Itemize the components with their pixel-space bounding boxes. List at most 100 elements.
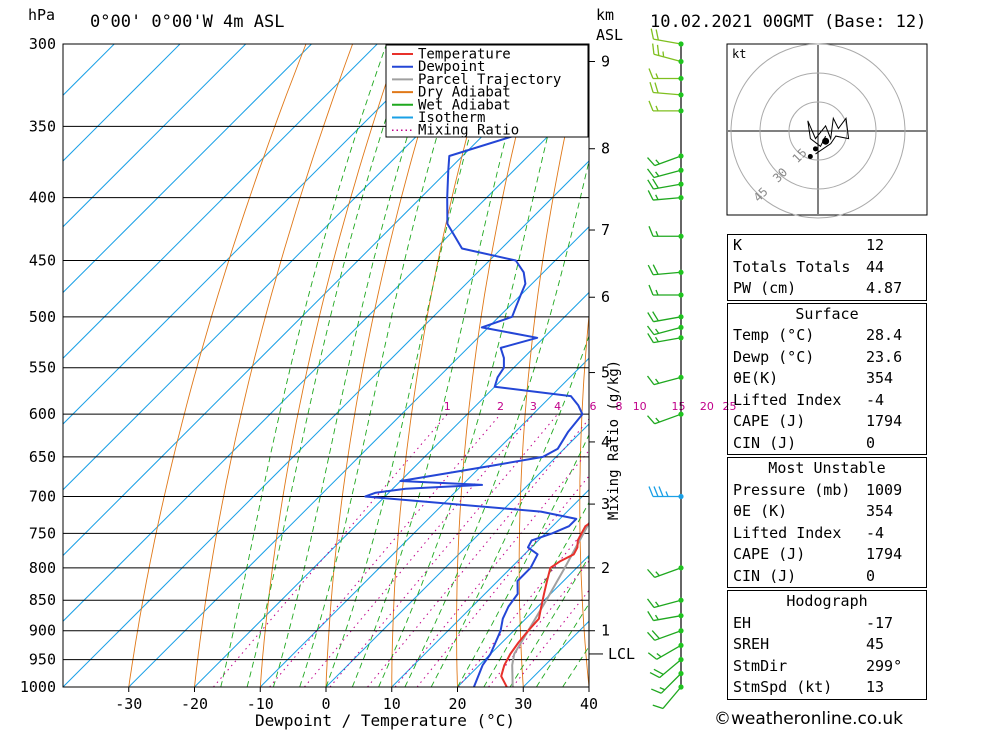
- wind-barbs: [646, 28, 684, 710]
- wind-barb: [646, 167, 684, 179]
- isotherm-line: [63, 44, 444, 425]
- wind-barb-staff: [662, 686, 682, 709]
- wind-level-dot: [678, 374, 684, 380]
- most-unstable-label: θE (K): [733, 502, 788, 520]
- wind-barb-half-feather: [655, 417, 660, 423]
- surface-value: 1794: [866, 412, 903, 430]
- pressure-tick-label: 950: [29, 651, 56, 669]
- hodograph-index-label: EH: [733, 613, 752, 632]
- wind-barb-feather: [651, 688, 662, 694]
- wind-barb-feather: [647, 568, 656, 578]
- wet-adiabat-line: [457, 433, 589, 687]
- hodograph-index-row: SREH 45: [728, 634, 926, 656]
- wind-barb-feather: [648, 486, 654, 497]
- hodograph-trace: [807, 116, 850, 155]
- wind-barb-half-feather: [655, 231, 659, 237]
- hpa-unit-label: hPa: [28, 6, 55, 24]
- wind-level-dot: [678, 195, 684, 201]
- dewpoint-line: [364, 110, 589, 687]
- wind-barb: [652, 43, 684, 65]
- legend-label: Mixing Ratio: [418, 123, 519, 139]
- isotherm-line: [259, 357, 589, 687]
- wind-barb-feather: [646, 168, 655, 178]
- wind-barb-feather: [653, 668, 664, 675]
- surface-row: θE(K) 354: [728, 368, 926, 390]
- height-km-axis: 9 8 7 6 5 4 3 2 1 LCL: [589, 53, 635, 663]
- wind-barb-half-feather: [655, 378, 660, 384]
- hodograph-unit: kt: [732, 47, 746, 61]
- wind-barb-staff: [653, 599, 682, 609]
- most-unstable-row: CIN (J) 0: [728, 566, 926, 588]
- wind-level-dot: [678, 58, 684, 65]
- isotherm-line: [63, 44, 312, 294]
- wind-barb-staff: [654, 567, 682, 579]
- isotherm-line: [63, 44, 378, 359]
- wind-level-dot: [678, 670, 684, 677]
- isobar-lines: [63, 43, 589, 688]
- wind-barb-half-feather: [655, 328, 660, 334]
- wind-barb-feather: [647, 333, 654, 343]
- pressure-tick-label: 750: [29, 524, 56, 542]
- km-tick-label: 7: [601, 221, 610, 239]
- wet-adiabat-line: [220, 44, 388, 687]
- wind-level-dot: [678, 684, 684, 690]
- wind-barb-feather: [652, 704, 664, 710]
- mixing-ratio-axis-label: Mixing Ratio (g/kg): [606, 360, 622, 520]
- wind-barb-feather: [647, 264, 654, 276]
- x-tick-label: -10: [247, 695, 274, 713]
- pressure-tick-label: 450: [29, 252, 56, 270]
- most-unstable-label: CIN (J): [733, 566, 797, 585]
- hodograph-index-row: EH -17: [728, 613, 926, 635]
- wind-barb-half-feather: [655, 73, 659, 79]
- surface-row: Lifted Index -4: [728, 390, 926, 412]
- km-tick-label: 4: [601, 433, 610, 451]
- km-tick-label: 1: [601, 622, 610, 640]
- wind-barb: [649, 81, 684, 98]
- mixing-ratio-label: 15: [672, 400, 686, 413]
- most-unstable-value: -4: [866, 523, 885, 542]
- most-unstable-row: CAPE (J) 1794: [728, 544, 926, 566]
- x-tick-label: 0: [321, 695, 330, 713]
- wind-barb-feather: [654, 82, 659, 94]
- mixing-ratio-label: 3: [530, 400, 537, 413]
- plot-frame: [62, 43, 590, 688]
- surface-block: Surface Temp (°C) 28.4 Dewp (°C) 23.6 θE(K) 3…: [727, 302, 927, 455]
- lcl-label: LCL: [608, 645, 635, 663]
- mixing-ratio-labels: 1 2 3 4 6 8 10 15 20 25: [444, 400, 737, 413]
- wind-barb-half-feather: [655, 289, 659, 296]
- dry-adiabat-line: [957, 44, 1000, 687]
- wind-level-dot: [678, 597, 684, 603]
- legend-box: [385, 44, 589, 138]
- wind-barb-feather: [652, 311, 659, 322]
- wind-barb-staff: [653, 169, 682, 179]
- surface-label: θE(K): [733, 369, 779, 387]
- hodograph-ring: [759, 72, 877, 190]
- wind-barb-staff: [659, 659, 682, 679]
- wind-barb: [648, 284, 684, 298]
- wind-barb: [647, 611, 684, 622]
- index-label: K: [733, 236, 743, 254]
- dry-adiabat-line: [391, 44, 493, 687]
- x-tick-label: 40: [580, 695, 598, 713]
- wind-barb: [647, 178, 684, 190]
- pressure-tick-label: 800: [29, 559, 56, 577]
- wind-level-dot: [678, 324, 684, 330]
- isotherm-line: [63, 44, 115, 96]
- wind-barb-staff: [656, 644, 682, 660]
- mixing-ratio-label: 10: [633, 400, 647, 413]
- hodograph-index-value: -17: [866, 613, 894, 632]
- surface-value: 354: [866, 369, 894, 387]
- wet-adiabat-line: [378, 44, 572, 687]
- index-label: PW (cm): [733, 279, 797, 297]
- legend-label: Parcel Trajectory: [418, 72, 561, 88]
- pressure-tick-label: 300: [29, 35, 56, 53]
- wind-barb: [649, 657, 684, 679]
- pressure-tick-label: 400: [29, 189, 56, 207]
- surface-label: Lifted Index: [733, 390, 842, 409]
- wind-level-dot: [678, 493, 684, 500]
- index-row: K 12: [728, 235, 926, 257]
- isotherm-line: [63, 44, 510, 491]
- index-value: 12: [866, 236, 885, 254]
- wind-barb-feather: [647, 179, 654, 190]
